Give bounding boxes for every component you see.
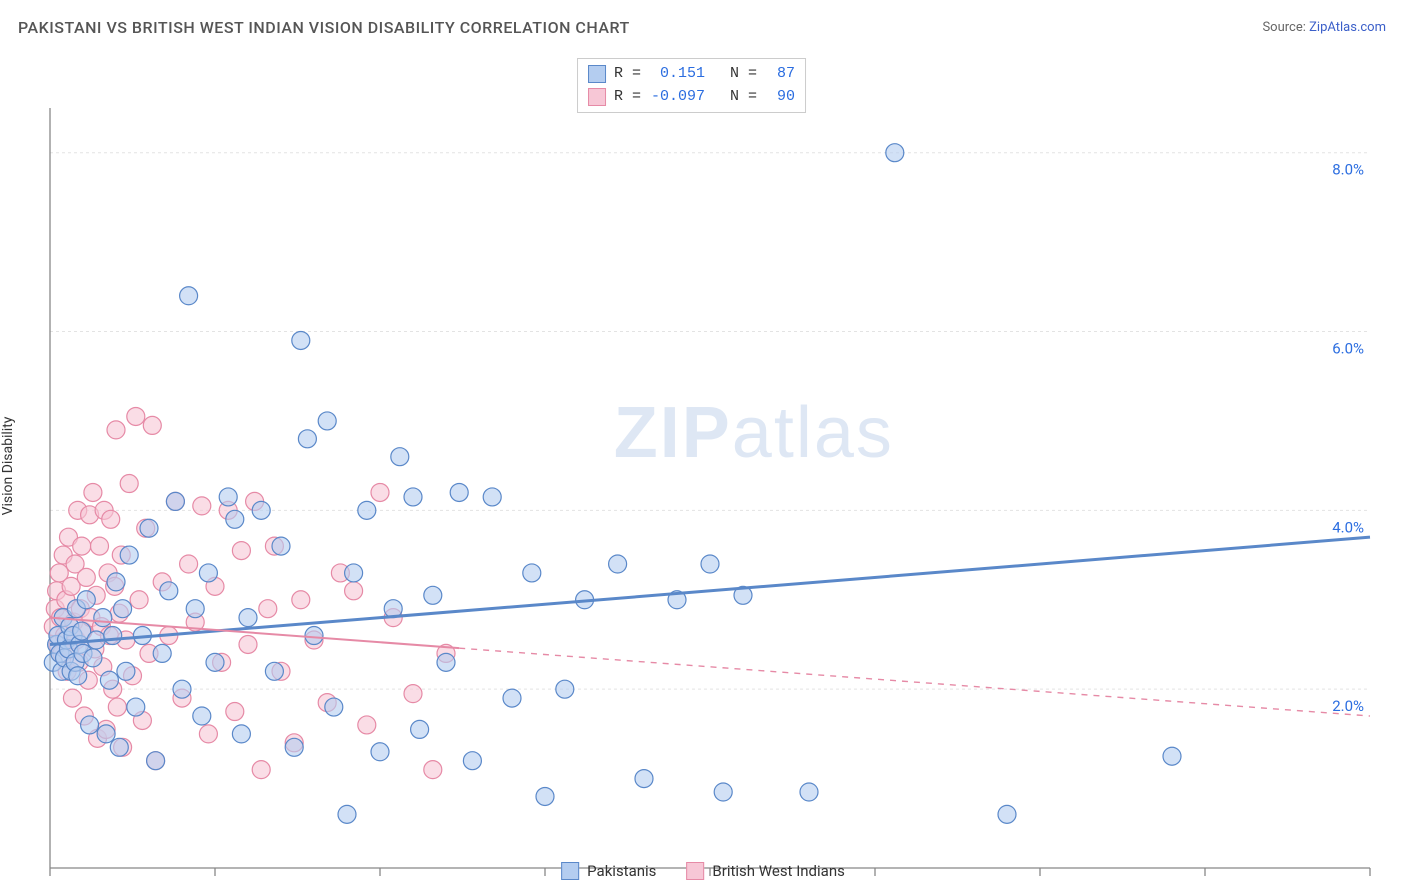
svg-text:2.0%: 2.0% [1332,697,1364,715]
legend-label-2: British West Indians [712,862,844,880]
chart-container: Vision Disability 2.0%4.0%6.0%8.0%0.0%20… [0,50,1396,882]
legend-label-1: Pakistanis [587,862,656,880]
r-label-1: R = [614,63,641,86]
r-value-1: 0.151 [649,63,705,86]
svg-text:8.0%: 8.0% [1332,161,1364,179]
n-label-2: N = [730,86,757,109]
scatter-chart: 2.0%4.0%6.0%8.0%0.0%20.0% [0,50,1396,882]
svg-text:4.0%: 4.0% [1332,518,1364,536]
stats-row-1: R = 0.151 N = 87 [588,63,795,86]
svg-text:6.0%: 6.0% [1332,340,1364,358]
y-axis-label: Vision Disability [0,417,16,516]
source-attribution: Source: ZipAtlas.com [1262,20,1386,35]
correlation-stats-box: R = 0.151 N = 87 R = -0.097 N = 90 [577,58,806,113]
legend-swatch-1 [561,862,579,880]
r-label-2: R = [614,86,641,109]
n-label-1: N = [730,63,757,86]
chart-title: PAKISTANI VS BRITISH WEST INDIAN VISION … [18,18,630,37]
source-label: Source: [1262,20,1305,35]
r-value-2: -0.097 [649,86,705,109]
stats-row-2: R = -0.097 N = 90 [588,86,795,109]
stats-swatch-2 [588,88,606,106]
n-value-1: 87 [765,63,795,86]
n-value-2: 90 [765,86,795,109]
stats-swatch-1 [588,65,606,83]
legend-item-2: British West Indians [686,862,844,880]
source-link[interactable]: ZipAtlas.com [1309,20,1386,35]
legend-item-1: Pakistanis [561,862,656,880]
series-legend: Pakistanis British West Indians [561,862,845,880]
legend-swatch-2 [686,862,704,880]
